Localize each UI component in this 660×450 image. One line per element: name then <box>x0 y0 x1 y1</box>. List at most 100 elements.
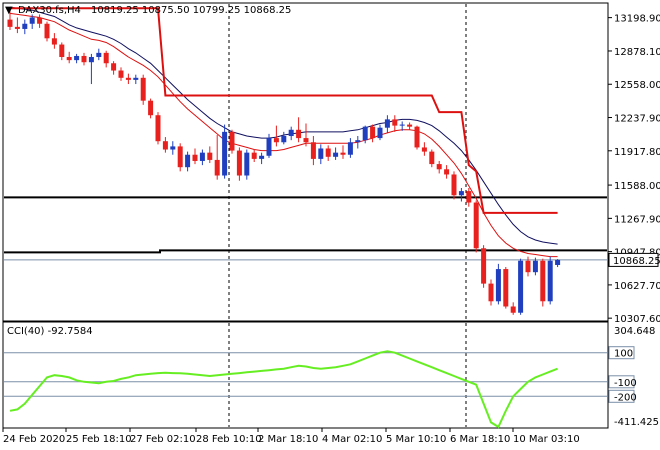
cci-axis-label: -411.425 <box>614 417 659 428</box>
bear-candle <box>214 159 220 176</box>
bear-candle <box>473 202 479 249</box>
bear-candle <box>118 70 124 78</box>
cci-line <box>9 350 558 429</box>
bear-candle <box>192 154 198 161</box>
cci-axis-label: -200 <box>614 392 637 403</box>
bear-candle <box>66 57 72 61</box>
bear-candle <box>466 191 472 203</box>
bear-candle <box>414 126 420 148</box>
bull-candle <box>355 140 361 143</box>
bear-candle <box>140 77 146 101</box>
bull-candle <box>259 155 265 159</box>
bear-candle <box>340 152 346 155</box>
bear-candle <box>540 260 546 302</box>
bear-candle <box>370 126 376 139</box>
bull-candle <box>377 127 383 139</box>
bear-candle <box>325 148 331 157</box>
cci-axis-label: 304.648 <box>614 326 655 337</box>
bear-candle <box>392 119 398 126</box>
time-label: 2 Mar 18:10 <box>258 434 318 445</box>
bull-candle <box>532 260 538 273</box>
bull-candle <box>133 77 139 80</box>
bear-candle <box>525 260 531 273</box>
bull-candle <box>88 57 94 63</box>
bull-candle <box>458 191 464 196</box>
bull-candle <box>170 146 176 150</box>
time-label: 24 Feb 2020 <box>3 434 65 445</box>
symbol-label: DAX30.fs,H4 <box>18 5 81 16</box>
bear-candle <box>162 141 168 150</box>
price-label: 11917.80 <box>614 147 660 158</box>
bear-candle <box>59 44 65 58</box>
bull-candle <box>244 152 250 176</box>
bear-candle <box>229 131 235 151</box>
bull-candle <box>281 136 287 143</box>
bull-candle <box>318 148 324 159</box>
cci-axis-label: -100 <box>614 378 637 389</box>
bear-candle <box>303 138 309 143</box>
bull-candle <box>96 52 102 58</box>
chart-menu-arrow-icon[interactable]: ▼ <box>5 5 13 16</box>
bull-candle <box>362 126 368 141</box>
bear-candle <box>177 146 183 168</box>
bear-candle <box>251 152 257 159</box>
bull-candle <box>288 129 294 137</box>
price-label: 12878.10 <box>614 47 660 58</box>
bull-candle <box>222 131 228 176</box>
red-moving-average-line <box>9 12 558 258</box>
main-chart-frame <box>2 2 609 322</box>
horizontal-levels <box>4 196 607 261</box>
time-label: 10 Mar 03:10 <box>513 434 580 445</box>
bear-candle <box>103 52 109 64</box>
bear-candle <box>429 151 435 165</box>
bear-candle <box>7 19 13 27</box>
bear-candle <box>51 38 57 45</box>
price-label: 12558.00 <box>614 80 660 91</box>
bear-candle <box>148 100 154 116</box>
time-label: 6 Mar 18:10 <box>450 434 510 445</box>
bear-candle <box>44 23 50 39</box>
trailing-stop-line <box>10 7 558 214</box>
cci-axis-label: 100 <box>614 349 633 360</box>
bear-candle <box>444 169 450 175</box>
price-label: 10307.60 <box>614 314 660 325</box>
bear-candle <box>273 138 279 143</box>
bull-candle <box>333 152 339 157</box>
current-price-label: 10868.25 <box>613 256 660 267</box>
bear-candle <box>14 26 20 29</box>
price-label: 11588.00 <box>614 181 660 192</box>
bear-candle <box>81 55 87 63</box>
cci-series <box>4 350 607 429</box>
cci-level-badge <box>608 375 635 389</box>
time-label: 25 Feb 18:10 <box>66 434 132 445</box>
bull-candle <box>74 55 80 61</box>
bear-candle <box>111 63 117 71</box>
bull-candle <box>199 152 205 161</box>
bear-candle <box>236 150 242 176</box>
price-label: 11267.90 <box>614 214 660 225</box>
bull-candle <box>29 17 35 24</box>
bear-candle <box>503 269 509 307</box>
cci-axis: 304.648 100 -100 -200 -411.425 <box>608 326 659 428</box>
bull-candle <box>399 124 405 126</box>
time-label: 4 Mar 02:10 <box>322 434 382 445</box>
candlestick-series <box>7 11 561 315</box>
bear-candle <box>155 115 161 142</box>
bull-candle <box>547 260 553 302</box>
time-label: 28 Feb 10:10 <box>196 434 262 445</box>
cci-label: CCI(40) -92.7584 <box>7 326 93 337</box>
price-label: 10627.70 <box>614 281 660 292</box>
bull-candle <box>22 23 28 29</box>
bear-candle <box>310 142 316 159</box>
ohlc-readout: 10819.25 10875.50 10799.25 10868.25 <box>91 5 291 16</box>
resistance-level-line <box>4 249 607 254</box>
bear-candle <box>451 174 457 196</box>
time-label: 27 Feb 02:10 <box>130 434 196 445</box>
cci-level-badge <box>608 346 635 360</box>
bear-candle <box>407 124 413 127</box>
price-label: 12237.90 <box>614 114 660 125</box>
price-axis: 13198.90 12878.10 12558.00 12237.90 11917.80… <box>608 14 660 325</box>
